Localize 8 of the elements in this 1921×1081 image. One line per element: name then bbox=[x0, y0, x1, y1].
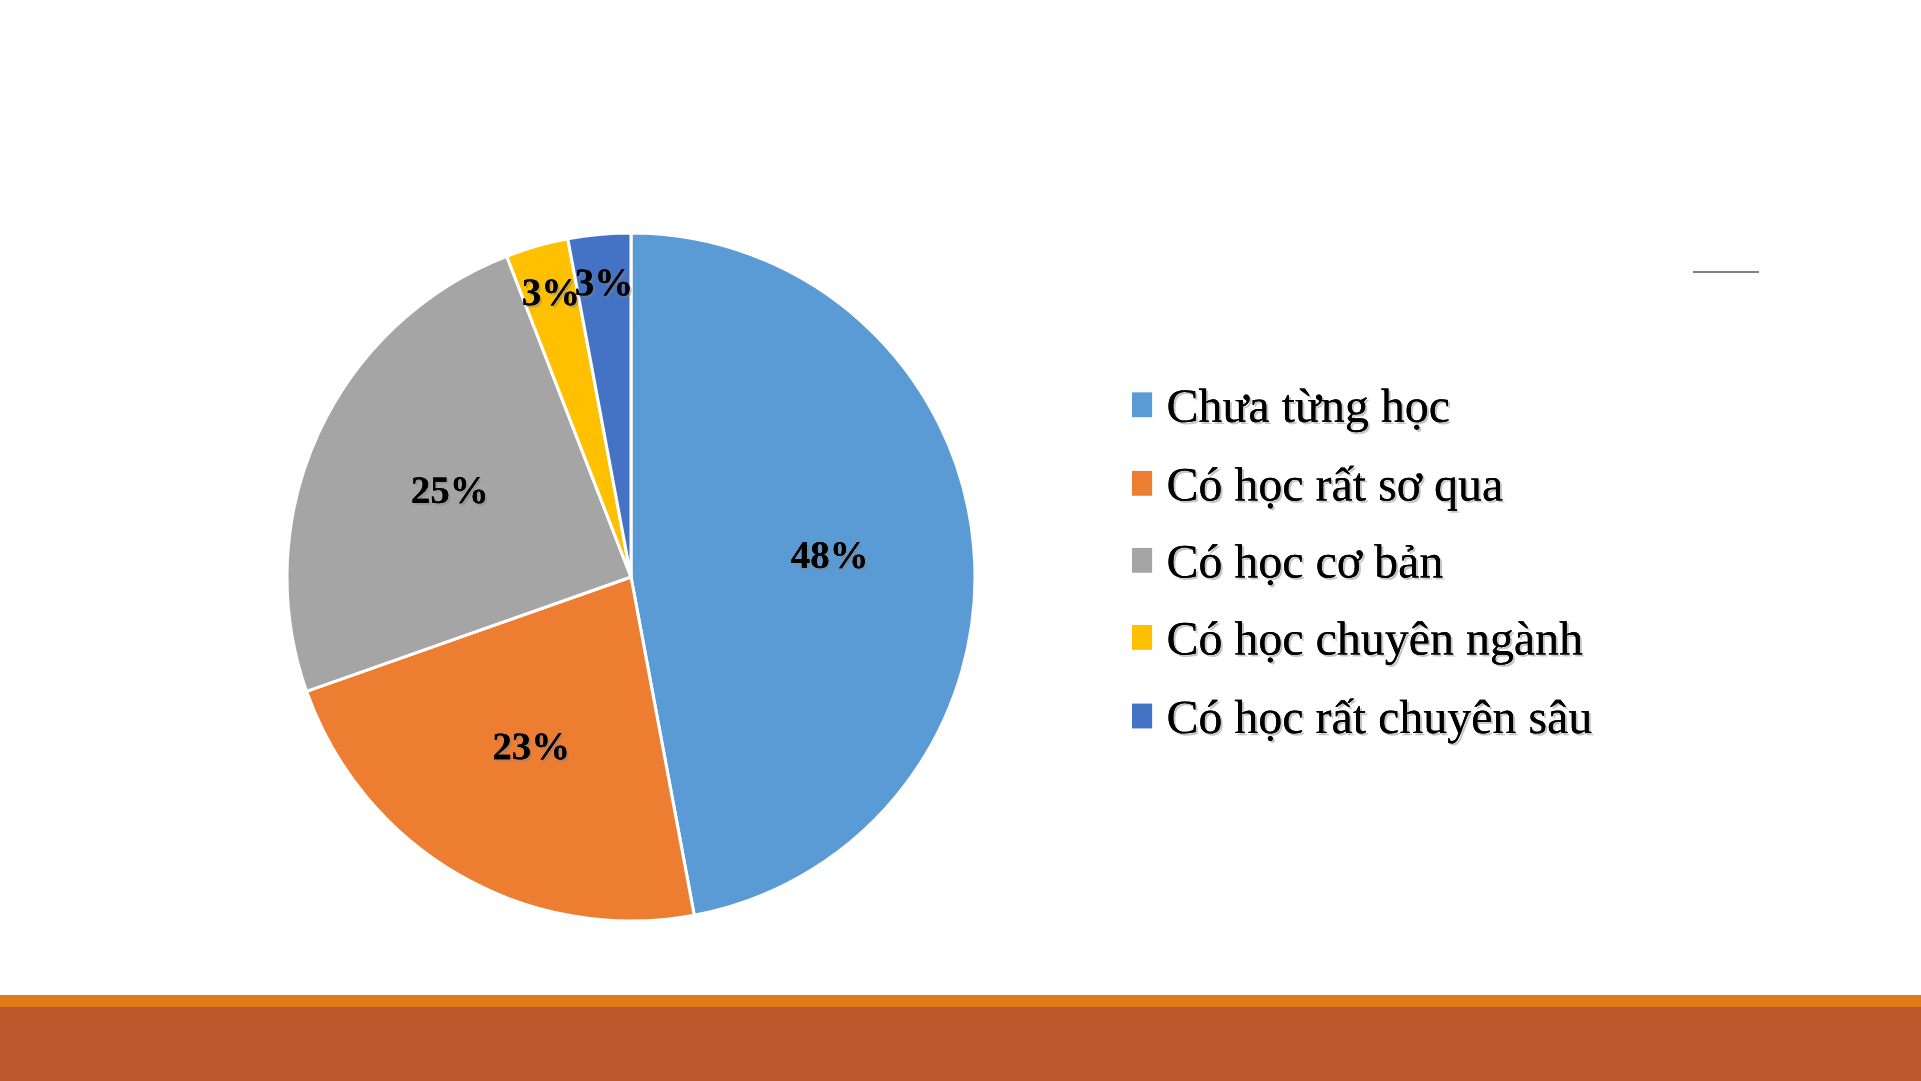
data-label: 23% bbox=[493, 733, 569, 762]
legend-label: Chưa từng học bbox=[1168, 388, 1451, 435]
data-label: 48% bbox=[791, 542, 867, 571]
legend-label: Có học chuyên ngành bbox=[1168, 621, 1585, 667]
data-label: 25% bbox=[412, 477, 488, 506]
legend-label: Có học cơ bản bbox=[1168, 544, 1445, 588]
legend-label: Có học rất sơ qua bbox=[1168, 465, 1505, 513]
legend-label: Có học rất chuyên sâu bbox=[1168, 698, 1594, 746]
